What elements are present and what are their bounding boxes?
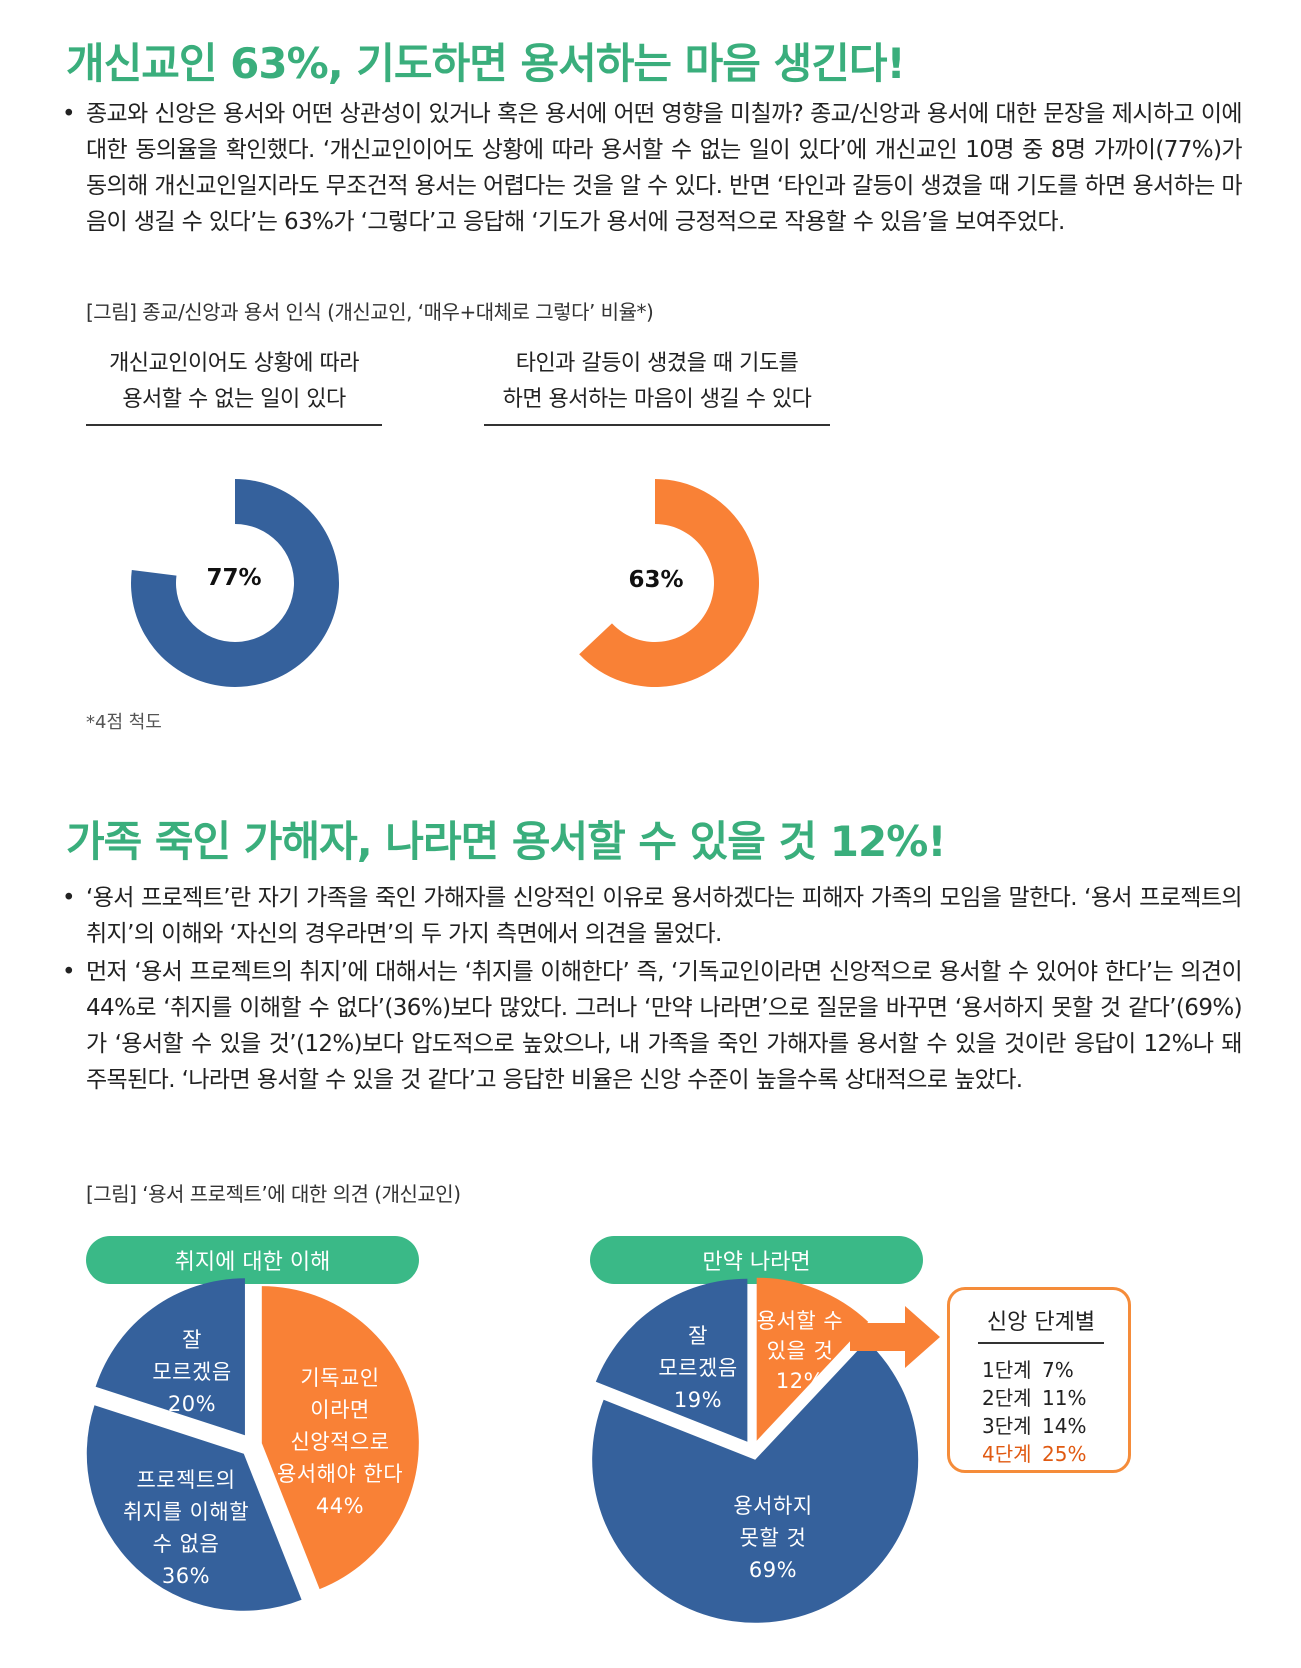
pie-label-line: 프로젝트의 [136, 1468, 236, 1492]
figure-caption: [그림] ‘용서 프로젝트’에 대한 의견 (개신교인) [86, 1182, 461, 1206]
faith-level-name: 4단계 [982, 1442, 1032, 1466]
faith-level-box: 신앙 단계별 1단계 7% 2단계 11% 3단계 14% 4단계 25% [947, 1287, 1131, 1473]
arrow-icon [850, 1306, 940, 1368]
pie-label-line: 용서하지 [733, 1494, 813, 1518]
pie-title-pill: 만약 나라면 [590, 1236, 923, 1284]
donut-title-line: 타인과 갈등이 생겼을 때 기도를 [515, 351, 799, 376]
faith-level-value: 7% [1042, 1358, 1074, 1382]
pie-title-pill: 취지에 대한 이해 [86, 1236, 419, 1284]
pie-slice-label: 잘 모르겠음 20% [152, 1324, 231, 1420]
donut-value-label: 77% [206, 565, 262, 591]
faith-level-name: 2단계 [982, 1386, 1032, 1410]
pie-label-line: 이라면 [310, 1398, 370, 1422]
pie-label-line: 19% [673, 1388, 723, 1412]
pie-label-line: 못할 것 [739, 1526, 807, 1550]
pie-label-line: 신앙적으로 [290, 1430, 390, 1454]
pie-label-line: 잘 [688, 1324, 708, 1348]
pie-slice-label: 기독교인 이라면 신앙적으로 용서해야 한다 44% [277, 1362, 403, 1522]
bullet-item: • 먼저 ‘용서 프로젝트의 취지’에 대해서는 ‘취지를 이해한다’ 즉, ‘기… [62, 959, 1243, 1093]
pie-label-line: 모르겠음 [152, 1360, 232, 1384]
figure-caption: [그림] 종교/신앙과 용서 인식 (개신교인, ‘매우+대체로 그렇다’ 비율… [86, 300, 654, 324]
pie-label-line: 수 없음 [152, 1532, 220, 1556]
section1-bullets: • 종교와 신앙은 용서와 어떤 상관성이 있거나 혹은 용서에 어떤 영향을 미… [62, 96, 1243, 242]
section1-heading: 개신교인 63%, 기도하면 용서하는 마음 생긴다! [66, 39, 906, 88]
bullet-text: ‘용서 프로젝트’란 자기 가족을 죽인 가해자를 신앙적인 이유로 용서하겠다… [86, 885, 1243, 947]
pie-slice-label: 잘 모르겠음 19% [658, 1320, 737, 1416]
faith-level-name: 1단계 [982, 1358, 1032, 1382]
donut-title: 타인과 갈등이 생겼을 때 기도를 하면 용서하는 마음이 생길 수 있다 [484, 346, 830, 426]
donut-title-line: 하면 용서하는 마음이 생길 수 있다 [502, 387, 812, 412]
pie-slice-label: 용서할 수 있을 것 12% [757, 1306, 843, 1396]
faith-level-value: 14% [1042, 1414, 1087, 1438]
bullet-item: • ‘용서 프로젝트’란 자기 가족을 죽인 가해자를 신앙적인 이유로 용서하겠… [62, 885, 1243, 947]
pie-label-line: 용서할 수 [756, 1309, 844, 1333]
pie-label-line: 잘 [182, 1328, 202, 1352]
donut-title-line: 용서할 수 없는 일이 있다 [122, 387, 346, 412]
faith-level-name: 3단계 [982, 1414, 1032, 1438]
pie-label-line: 있을 것 [766, 1339, 834, 1363]
pie-label-line: 44% [315, 1494, 365, 1518]
faith-level-value: 11% [1042, 1386, 1087, 1410]
bullet-text: 종교와 신앙은 용서와 어떤 상관성이 있거나 혹은 용서에 어떤 영향을 미칠… [86, 101, 1243, 235]
pie-label-line: 용서해야 한다 [276, 1462, 404, 1486]
pie-label-line: 69% [748, 1558, 798, 1582]
section2-heading: 가족 죽인 가해자, 나라면 용서할 수 있을 것 12%! [66, 817, 946, 866]
bullet-text: 먼저 ‘용서 프로젝트의 취지’에 대해서는 ‘취지를 이해한다’ 즉, ‘기독… [86, 959, 1243, 1093]
pie-label-line: 모르겠음 [658, 1356, 738, 1380]
pie-label-line: 36% [161, 1564, 211, 1588]
donut-value-label: 63% [628, 567, 684, 593]
bullet-item: • 종교와 신앙은 용서와 어떤 상관성이 있거나 혹은 용서에 어떤 영향을 미… [62, 101, 1243, 235]
faith-level-value: 25% [1042, 1442, 1087, 1466]
pie-label-line: 12% [775, 1369, 825, 1393]
faith-level-row: 1단계 7% [982, 1354, 1074, 1383]
donut-arc [579, 479, 759, 687]
faith-level-row-highlight: 4단계 25% [982, 1438, 1086, 1467]
faith-level-row: 2단계 11% [982, 1382, 1086, 1411]
pie-label-line: 취지를 이해할 [122, 1500, 250, 1524]
donut-title: 개신교인이어도 상황에 따라 용서할 수 없는 일이 있다 [86, 346, 382, 426]
faith-level-row: 3단계 14% [982, 1410, 1086, 1439]
pie-label-line: 20% [167, 1392, 217, 1416]
donut-arc [131, 479, 339, 687]
pie-slice-label: 프로젝트의 취지를 이해할 수 없음 36% [123, 1464, 249, 1592]
donut-title-line: 개신교인이어도 상황에 따라 [109, 351, 359, 376]
section2-bullets: • ‘용서 프로젝트’란 자기 가족을 죽인 가해자를 신앙적인 이유로 용서하겠… [62, 880, 1243, 1100]
donut-chart [131, 479, 339, 687]
pie-slice-label: 용서하지 못할 것 69% [733, 1490, 812, 1586]
donut-chart [579, 479, 759, 687]
scale-note: *4점 척도 [86, 712, 162, 733]
pie-label-line: 기독교인 [300, 1366, 380, 1390]
faith-level-title: 신앙 단계별 [978, 1304, 1104, 1344]
